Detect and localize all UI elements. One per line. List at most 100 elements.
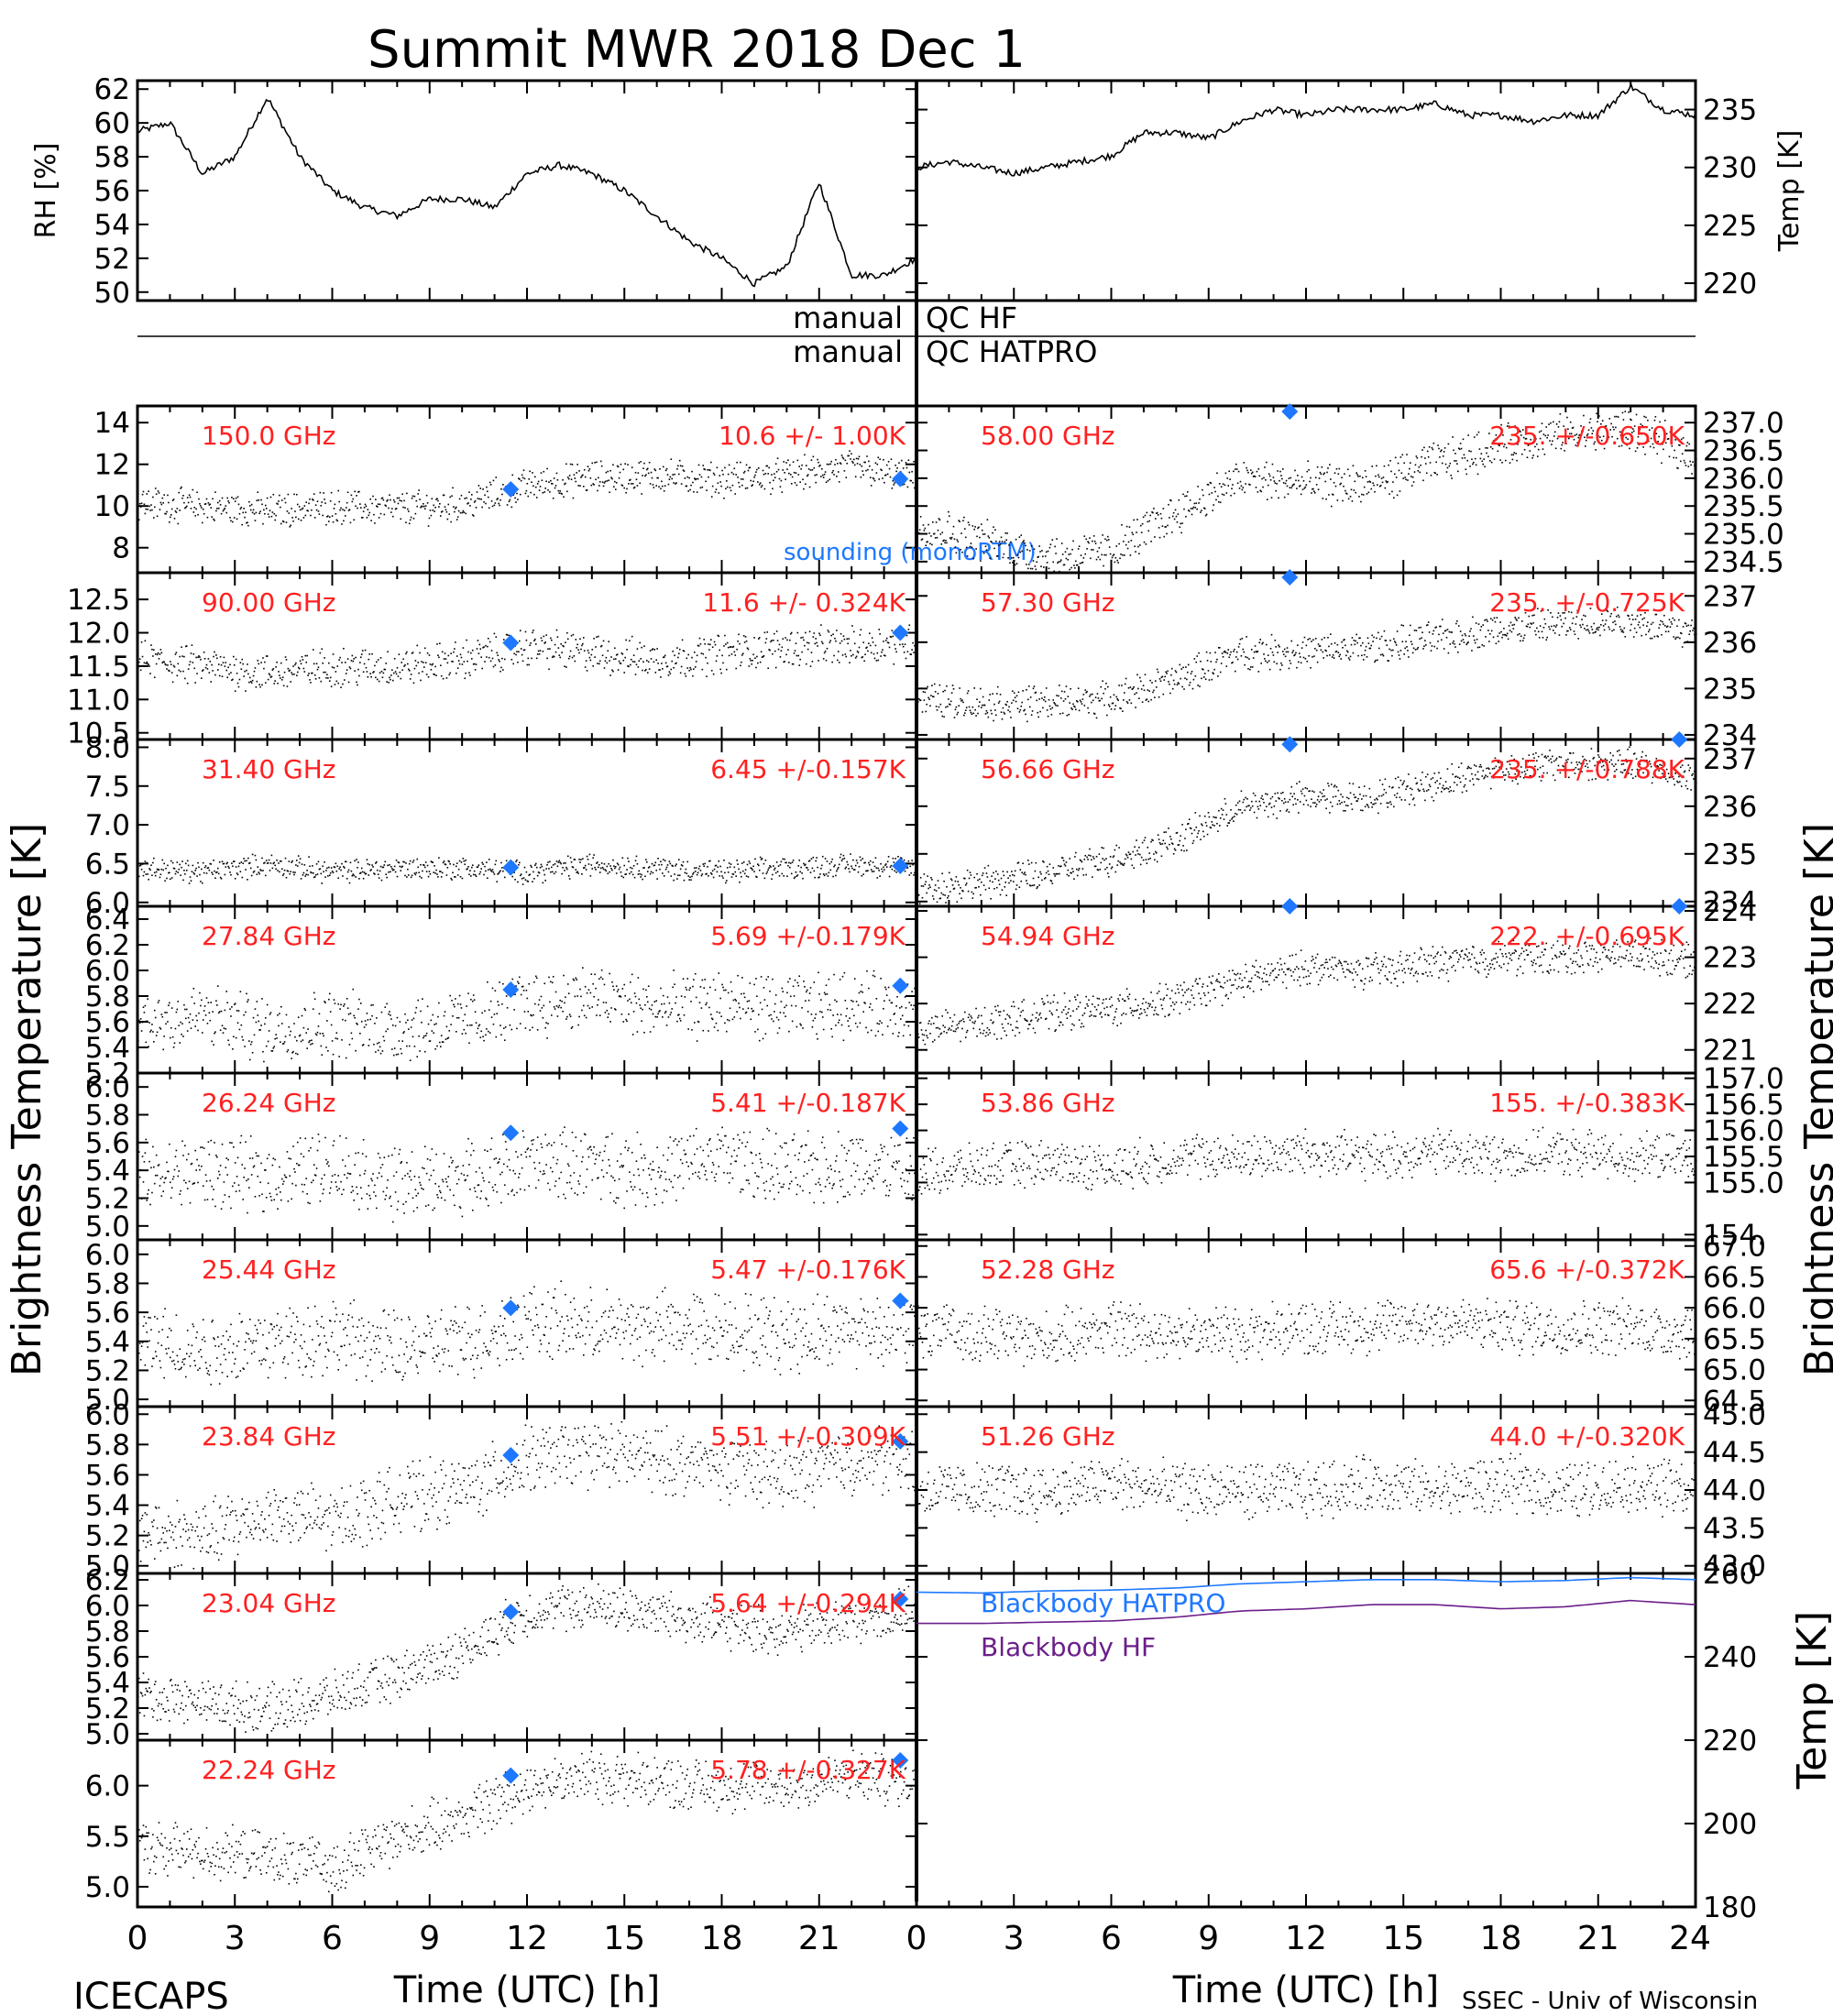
data-point (514, 1172, 516, 1175)
data-point (731, 1018, 734, 1021)
data-point (676, 878, 678, 880)
data-point (666, 1159, 669, 1161)
data-point (868, 987, 870, 990)
data-point (293, 873, 295, 876)
data-point (718, 635, 720, 638)
data-point (611, 669, 613, 672)
data-point (407, 1172, 409, 1175)
data-point (199, 873, 201, 876)
data-point (782, 991, 785, 992)
sounding-marker (502, 634, 520, 652)
data-point (635, 478, 638, 481)
data-point (697, 644, 699, 647)
data-point (276, 661, 278, 663)
data-point (798, 664, 801, 666)
data-point (204, 503, 207, 505)
data-point (164, 663, 166, 665)
data-point (414, 873, 417, 876)
data-point (394, 508, 397, 510)
data-point (658, 1167, 660, 1169)
data-point (146, 493, 148, 495)
data-point (137, 666, 139, 669)
data-point (745, 1011, 748, 1013)
data-point (645, 474, 647, 476)
data-point (616, 653, 619, 655)
data-point (721, 1126, 723, 1129)
data-point (571, 464, 574, 466)
data-point (582, 486, 585, 488)
data-point (228, 501, 230, 504)
data-point (412, 495, 414, 498)
data-point (598, 663, 600, 665)
data-point (852, 630, 855, 633)
data-point (413, 872, 416, 874)
data-point (475, 1022, 477, 1024)
data-point (818, 876, 820, 879)
data-point (605, 870, 608, 872)
data-point (447, 1036, 450, 1039)
data-point (403, 665, 405, 667)
data-point (670, 1180, 673, 1183)
data-point (596, 461, 598, 464)
data-point (391, 1221, 394, 1223)
data-point (846, 860, 849, 863)
data-point (735, 474, 737, 476)
data-point (378, 1041, 380, 1044)
data-point (651, 1004, 653, 1006)
temp-y-tick-label: 235 (1703, 94, 1757, 127)
data-point (290, 524, 292, 527)
data-point (171, 681, 174, 684)
data-point (631, 867, 633, 870)
data-point (756, 468, 758, 471)
data-point (595, 478, 597, 481)
data-point (677, 1177, 679, 1178)
data-point (650, 1178, 653, 1180)
data-point (630, 478, 631, 481)
data-point (328, 874, 331, 877)
data-point (674, 983, 675, 985)
data-point (866, 1170, 868, 1173)
data-point (864, 1172, 866, 1175)
data-point (233, 1003, 236, 1006)
data-point (534, 486, 537, 488)
data-point (337, 1003, 340, 1005)
data-point (264, 661, 266, 663)
data-point (786, 1165, 788, 1167)
data-point (842, 457, 845, 460)
data-point (603, 863, 606, 865)
data-point (402, 860, 404, 863)
data-point (856, 463, 859, 465)
data-point (545, 480, 547, 483)
data-point (495, 477, 498, 478)
data-point (595, 987, 597, 990)
data-point (546, 657, 548, 660)
data-point (289, 525, 291, 528)
data-point (895, 651, 897, 653)
data-point (300, 878, 302, 880)
data-point (873, 871, 875, 872)
data-point (455, 641, 456, 643)
data-point (153, 649, 155, 652)
data-point (773, 632, 775, 635)
data-point (572, 866, 575, 869)
data-point (733, 467, 736, 470)
data-point (234, 1003, 236, 1004)
data-point (799, 1023, 801, 1025)
data-point (617, 989, 620, 991)
data-point (823, 473, 826, 476)
data-point (356, 681, 357, 684)
data-point (719, 875, 721, 877)
data-point (516, 492, 518, 495)
data-point (453, 651, 455, 653)
data-point (801, 464, 803, 466)
data-point (449, 862, 451, 865)
data-point (491, 505, 494, 508)
data-point (560, 862, 563, 865)
data-point (812, 856, 815, 859)
data-point (888, 1189, 891, 1191)
data-point (516, 1191, 518, 1194)
ch-31-y-tick-label: 6.5 (85, 848, 130, 881)
data-point (281, 874, 284, 877)
data-point (257, 1175, 259, 1178)
data-point (854, 1170, 857, 1173)
